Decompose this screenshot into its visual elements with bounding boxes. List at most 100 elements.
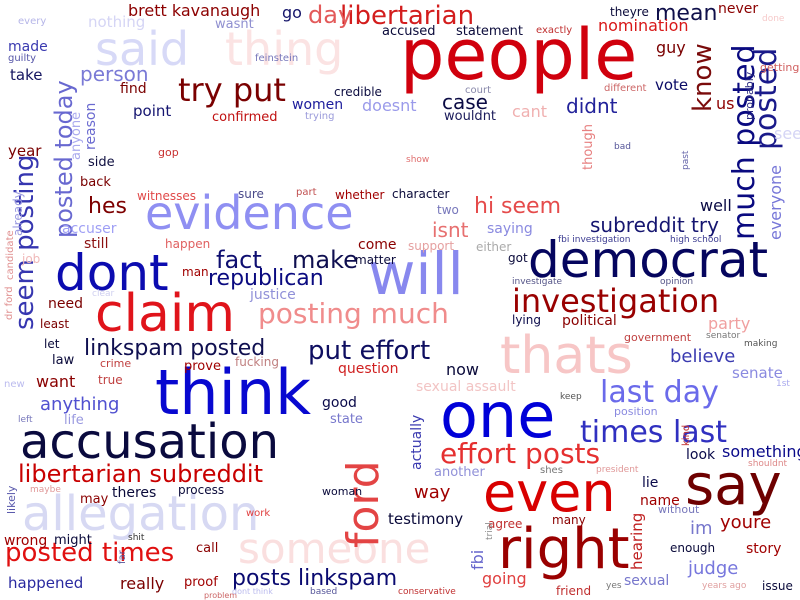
word: posts linkspam (232, 566, 398, 591)
word: proof (184, 575, 218, 590)
word: credible (334, 85, 382, 99)
word: libertarian (340, 1, 475, 31)
word: show (406, 155, 430, 165)
word: gop (158, 146, 179, 159)
word: government (624, 331, 692, 344)
word: likely (5, 485, 18, 514)
word: look (686, 447, 716, 463)
word: person (80, 62, 149, 86)
word: anyone (69, 111, 84, 160)
word: investigate (512, 277, 563, 287)
word: vote (655, 76, 689, 94)
word: question (338, 361, 399, 377)
word: find (120, 81, 147, 97)
word: fbi investigation (558, 235, 631, 245)
word: dont think (232, 587, 273, 596)
word: happen (165, 237, 211, 251)
word: day (308, 1, 353, 29)
word: times last (580, 415, 728, 450)
word: investigation (512, 282, 720, 320)
word: anything (40, 394, 120, 415)
word: last day (600, 375, 719, 410)
word: need (48, 296, 83, 312)
word: opinion (660, 277, 694, 287)
word: maybe (30, 485, 61, 495)
word: guy (656, 38, 686, 57)
word: sexual (624, 573, 670, 589)
word: claim (95, 284, 236, 344)
word: isnt (432, 218, 469, 242)
word: libertarian subreddit (18, 460, 264, 488)
word: one (440, 379, 556, 452)
word: years ago (702, 581, 747, 591)
word: though (581, 123, 596, 170)
word: past (681, 150, 691, 170)
word: back (80, 175, 111, 190)
word: witnesses (137, 189, 196, 203)
word: allegation (22, 486, 260, 542)
word: different (604, 83, 647, 94)
word: hearing (628, 512, 646, 570)
word: will (368, 240, 464, 308)
word: state (330, 412, 363, 427)
word: year (8, 142, 42, 160)
word: well (700, 196, 732, 215)
word: sure (238, 187, 264, 201)
word: someone (238, 524, 431, 573)
word: least (40, 317, 70, 331)
word: crime (100, 357, 132, 370)
word: sexual assault (416, 379, 516, 395)
word: got (508, 251, 528, 265)
word: never (718, 1, 759, 17)
word: conservative (398, 587, 456, 597)
word: far (117, 550, 128, 564)
word: take (10, 66, 43, 84)
word: good (322, 395, 357, 411)
word: youre (720, 512, 772, 533)
word: right (498, 517, 630, 582)
word: even (483, 461, 616, 524)
word: done (762, 14, 785, 24)
word: thing (225, 22, 344, 76)
word: party (708, 314, 751, 333)
word: way (414, 482, 451, 503)
word: accuser (62, 221, 117, 237)
word: put effort (308, 336, 431, 366)
word: doesnt (362, 96, 417, 115)
word: woman (322, 485, 363, 498)
word: try put (178, 71, 286, 109)
word: friend (556, 584, 592, 598)
word: shes (540, 465, 563, 476)
word: process (178, 483, 225, 497)
word: mean (655, 1, 718, 26)
word: problem (204, 591, 238, 600)
word: new (4, 379, 25, 390)
word: everyone (766, 165, 785, 240)
word: democrat (528, 231, 769, 289)
word: story (746, 541, 782, 557)
word: made (8, 39, 48, 55)
word: political (562, 313, 617, 329)
word: character (392, 187, 450, 201)
word: judge (688, 558, 739, 579)
word: accused (382, 24, 436, 39)
word: enough (670, 541, 716, 555)
word: law (52, 353, 75, 368)
word: life (64, 413, 84, 428)
word: another (434, 465, 485, 480)
word: im (690, 518, 713, 539)
word: said (95, 22, 190, 76)
word: exactly (536, 25, 573, 36)
word: still (84, 236, 109, 252)
word: fact (216, 246, 262, 274)
word: senate (732, 364, 783, 382)
word: issue (762, 579, 793, 593)
word: 1st (776, 379, 790, 389)
word: want (36, 372, 76, 391)
word: point (133, 102, 172, 120)
word: call (196, 541, 219, 556)
word: prove (184, 359, 221, 374)
word: feinstein (255, 53, 299, 64)
word: name (640, 493, 680, 509)
